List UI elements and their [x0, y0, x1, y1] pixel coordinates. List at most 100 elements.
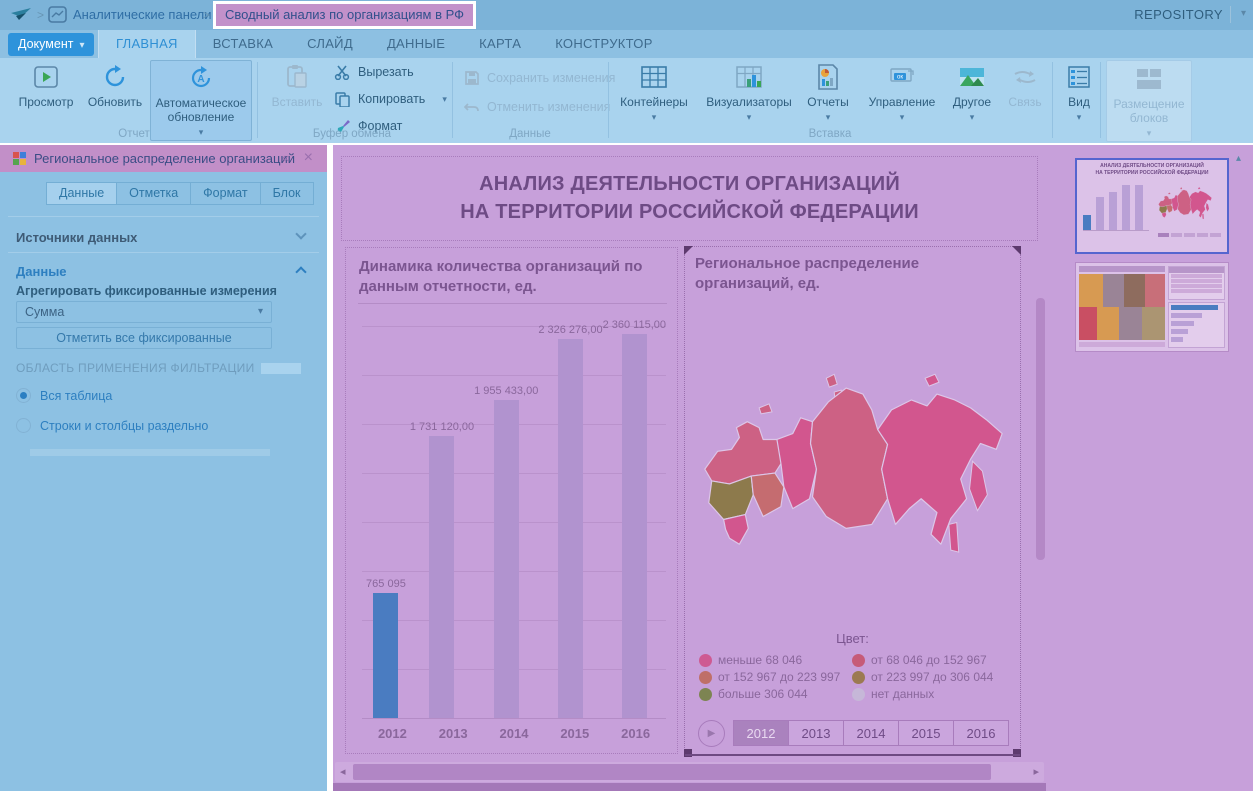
- undo-icon: [464, 100, 480, 114]
- chevron-down-icon[interactable]: [295, 228, 307, 240]
- section-data-sources[interactable]: Источники данных: [16, 230, 138, 245]
- bar-2012[interactable]: [373, 593, 399, 718]
- selection-handle[interactable]: [684, 246, 693, 255]
- panel-tab-отметка[interactable]: Отметка: [116, 182, 192, 205]
- chevron-down-icon: ▾: [442, 93, 447, 104]
- bar-chart-block[interactable]: Динамика количества организаций по данны…: [345, 247, 678, 754]
- legend-color-dot: [852, 653, 865, 667]
- bar-column-2012: 765 095: [362, 310, 410, 718]
- cut-icon: [334, 64, 351, 80]
- chart-title: Динамика количества организаций по данны…: [359, 258, 643, 296]
- format-button[interactable]: Формат: [334, 118, 402, 134]
- bar-2013[interactable]: [429, 436, 455, 718]
- selection-handle[interactable]: [1012, 246, 1021, 255]
- containers-button[interactable]: Контейнеры ▾: [610, 62, 698, 122]
- mark-all-fixed-button[interactable]: Отметить все фиксированные: [16, 327, 272, 349]
- scrollbar-thumb[interactable]: [353, 764, 991, 780]
- cut-button[interactable]: Вырезать: [334, 64, 414, 80]
- year-button-2016[interactable]: 2016: [953, 720, 1009, 746]
- tab-данные[interactable]: ДАННЫЕ: [386, 36, 446, 51]
- year-button-2015[interactable]: 2015: [898, 720, 954, 746]
- close-panel-icon[interactable]: ×: [303, 149, 313, 166]
- panel-title: Региональное распределение организаций: [34, 151, 295, 166]
- save-changes-button[interactable]: Сохранить изменения: [464, 70, 615, 86]
- ribbon-tab-strip: Документ ▾ ГЛАВНАЯ ВСТАВКА СЛАЙД ДАННЫЕ КАРТА…: [0, 30, 1253, 58]
- group-separator: [1100, 62, 1101, 138]
- tab-карта[interactable]: КАРТА: [479, 36, 522, 51]
- app-logo-icon[interactable]: [10, 7, 32, 23]
- selection-handle[interactable]: [684, 749, 692, 757]
- selection-handle[interactable]: [1013, 749, 1021, 757]
- scrollbar-thumb[interactable]: [1036, 298, 1045, 560]
- copy-button[interactable]: Копировать ▾: [334, 91, 447, 107]
- slide-canvas: АНАЛИЗ ДЕЯТЕЛЬНОСТИ ОРГАНИЗАЦИЙ НА ТЕРРИ…: [333, 145, 1046, 791]
- scroll-left-icon[interactable]: ◂: [340, 766, 346, 778]
- undo-changes-button[interactable]: Отменить изменения: [464, 100, 610, 114]
- divider: [8, 252, 319, 253]
- block-layout-button[interactable]: Размещение блоков ▾: [1106, 60, 1192, 142]
- group-label-data: Данные: [509, 128, 551, 140]
- bar-chart-columns: 765 095 1 731 120,00 1 955 433,00 2 326 276…: [362, 310, 666, 719]
- group-separator: [257, 62, 258, 138]
- bar-2016[interactable]: [621, 334, 647, 718]
- paste-button[interactable]: Вставить: [266, 62, 328, 110]
- chevron-down-icon[interactable]: ▾: [1240, 8, 1246, 19]
- auto-refresh-button[interactable]: A Автоматическое обновление ▾: [150, 60, 252, 141]
- bar-value-label: 1 731 120,00: [409, 421, 475, 433]
- bar-2015[interactable]: [557, 339, 583, 718]
- panel-tab-формат[interactable]: Формат: [190, 182, 261, 205]
- refresh-button[interactable]: Обновить: [84, 62, 146, 110]
- bar-column-2015: 2 326 276,00: [538, 310, 603, 718]
- radio-selected-icon[interactable]: [16, 388, 31, 403]
- scroll-right-icon[interactable]: ▸: [1033, 766, 1039, 778]
- tab-слайд[interactable]: СЛАЙД: [307, 36, 353, 51]
- panel-tab-блок[interactable]: Блок: [259, 182, 314, 205]
- tab-вставка[interactable]: ВСТАВКА: [212, 36, 274, 51]
- chevron-up-icon[interactable]: [295, 266, 307, 278]
- bar-2014[interactable]: [493, 400, 519, 718]
- russia-map[interactable]: [690, 333, 1016, 625]
- play-button[interactable]: ▶: [698, 720, 725, 747]
- block-settings-panel: Региональное распределение организаций «…: [0, 145, 327, 791]
- panel-splitter[interactable]: [327, 143, 333, 791]
- map-block[interactable]: Региональное распределение организаций, …: [684, 246, 1021, 757]
- slide-thumbnail-2[interactable]: [1075, 262, 1229, 352]
- radio-option-1[interactable]: Вся таблица: [16, 388, 112, 403]
- refresh-icon: [102, 62, 128, 92]
- tab-главная[interactable]: ГЛАВНАЯ: [98, 30, 196, 58]
- other-button[interactable]: Другое ▾: [946, 62, 998, 122]
- slide-thumbnail-1[interactable]: АНАЛИЗ ДЕЯТЕЛЬНОСТИ ОРГАНИЗАЦИЙ НА ТЕРРИ…: [1075, 158, 1229, 254]
- radio-option-2[interactable]: Строки и столбцы раздельно: [16, 418, 208, 433]
- year-button-2014[interactable]: 2014: [843, 720, 899, 746]
- radio-icon[interactable]: [16, 418, 31, 433]
- mini-treemap: [1079, 266, 1165, 348]
- collapse-ribbon-icon[interactable]: ▴: [1235, 153, 1241, 164]
- repository-menu[interactable]: REPOSITORY: [1134, 7, 1223, 22]
- year-button-2013[interactable]: 2013: [788, 720, 844, 746]
- management-button[interactable]: ок Управление ▾: [862, 62, 942, 122]
- reports-button[interactable]: Отчеты ▾: [800, 62, 856, 122]
- horizontal-scrollbar[interactable]: ◂ ▸: [335, 762, 1044, 782]
- legend-label: нет данных: [871, 687, 935, 701]
- aggregate-select[interactable]: Сумма ▾: [16, 301, 272, 323]
- chevron-down-icon: ▾: [899, 111, 905, 122]
- view-button[interactable]: Вид ▾: [1058, 62, 1100, 122]
- year-button-2012[interactable]: 2012: [733, 720, 789, 746]
- slide-title-block[interactable]: АНАЛИЗ ДЕЯТЕЛЬНОСТИ ОРГАНИЗАЦИЙ НА ТЕРРИ…: [341, 156, 1038, 241]
- breadcrumb-current[interactable]: Сводный анализ по организациям в РФ: [213, 1, 477, 29]
- document-menu-button[interactable]: Документ ▾: [8, 33, 95, 56]
- breadcrumb-analytical-panels[interactable]: Аналитические панели▾: [73, 7, 222, 22]
- section-data[interactable]: Данные: [16, 264, 67, 279]
- format-brush-icon: [334, 118, 351, 134]
- vertical-scrollbar[interactable]: [1036, 153, 1045, 753]
- group-label-clipboard: Буфер обмена: [312, 128, 392, 140]
- legend-label: от 223 997 до 306 044: [871, 670, 994, 684]
- save-icon: [464, 70, 480, 86]
- panel-tab-данные[interactable]: Данные: [46, 182, 118, 205]
- divider: [1230, 6, 1231, 23]
- preview-button[interactable]: Просмотр: [14, 62, 78, 110]
- visualizers-button[interactable]: Визуализаторы ▾: [702, 62, 796, 122]
- tab-конструктор[interactable]: КОНСТРУКТОР: [555, 36, 653, 51]
- link-button[interactable]: Связь: [1002, 62, 1048, 110]
- collapse-panel-icon[interactable]: «: [281, 150, 289, 165]
